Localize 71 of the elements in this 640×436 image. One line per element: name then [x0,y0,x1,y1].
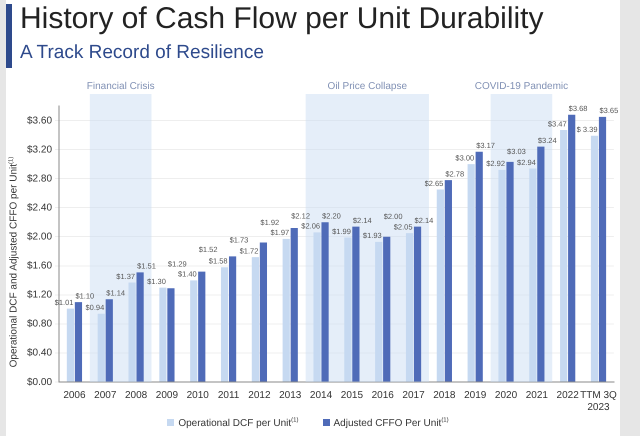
legend-label: Operational DCF per Unit$^{(1)}$ [177,418,298,430]
bar [313,232,321,382]
bar [352,226,360,382]
y-tick-label: $2.40 [26,202,52,214]
x-tick-label: 2022 [556,390,580,401]
x-tick-label: 2007 [94,390,117,401]
y-tick-label: $1.60 [26,260,52,272]
bar [66,308,74,382]
x-tick-label: 2011 [218,390,240,401]
bar [383,236,390,382]
band-label: Financial Crisis [86,80,155,92]
x-tick-label: 2009 [156,390,178,401]
x-tick-label: 2014 [310,390,333,401]
y-tick-label: $2.00 [26,231,52,242]
y-tick-label: $0.00 [26,376,52,388]
y-tick-label: $1.20 [26,290,52,301]
band-label: COVID-19 Pandemic [474,80,568,92]
bar [220,267,228,382]
legend-label: Adjusted CFFO Per Unit$^{(1)}$ [332,418,449,430]
bar [282,238,290,382]
bar [106,299,113,382]
x-tick-label: 2019 [464,390,487,401]
bar [468,164,475,382]
x-tick-label: 2010 [186,390,210,401]
y-tick-label: $0.80 [26,318,52,330]
y-tick-label: $2.80 [26,173,52,184]
bar [190,280,198,382]
bar [252,257,259,382]
x-tick-label: 2018 [433,390,456,401]
x-tick-label: 2021 [526,390,548,401]
band-label: Oil Price Collapse [328,80,408,92]
bar [568,114,576,382]
bar [529,168,536,382]
bar [98,314,105,382]
bar [590,136,598,382]
x-tick-label: 2020 [494,390,518,401]
bar [290,228,298,382]
bar [228,256,236,382]
bar [74,302,82,382]
bar [321,222,329,382]
bar [167,288,175,382]
x-tick-label: TTM 3Q 2023 [580,390,618,413]
chart-title: History of Cash Flow per Unit Durability [20,2,544,36]
y-tick-label: $3.60 [26,115,52,126]
bar [506,162,514,382]
bar [560,130,568,382]
chart-subtitle: A Track Record of Resilience [20,42,264,64]
bar [476,152,483,382]
bar [436,190,444,382]
bar [159,288,167,382]
x-tick-label: 2013 [279,390,302,401]
bar [537,146,544,382]
bar [136,272,144,382]
bar [375,242,382,382]
x-tick-label: 2012 [248,390,271,401]
bar [344,237,352,382]
bar [260,242,268,382]
x-tick-label: 2017 [402,390,426,401]
bar [128,282,136,382]
y-tick-label: $0.40 [26,348,52,359]
bar [198,272,206,382]
bar [498,170,506,382]
x-tick-label: 2008 [124,390,148,401]
y-tick-label: $3.20 [26,144,52,156]
x-tick-label: 2015 [340,390,364,401]
bar [414,226,422,382]
x-tick-label: 2006 [63,390,86,401]
bar [598,116,606,382]
bar [406,233,414,382]
x-tick-label: 2016 [372,390,394,401]
bar [444,180,452,382]
